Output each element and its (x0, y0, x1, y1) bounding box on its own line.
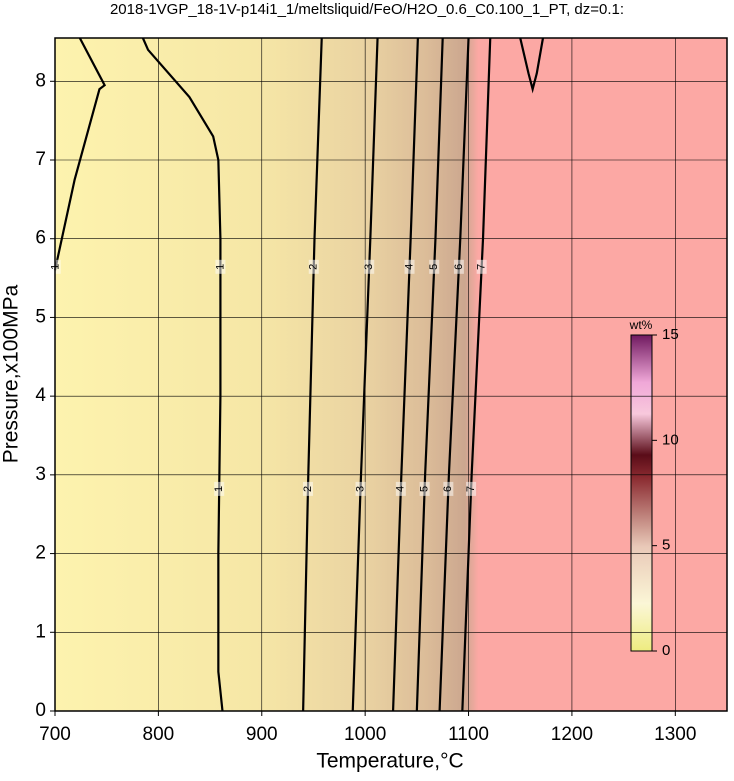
contour-line (415, 37, 444, 712)
y-tick-label: 6 (35, 228, 46, 249)
x-tick-label: 700 (39, 724, 71, 745)
colorbar (630, 334, 653, 652)
contour-line (391, 37, 419, 712)
contour-label-bg (308, 259, 319, 274)
contour-label: 1 (213, 486, 225, 492)
x-axis-title: Temperature,°C (316, 750, 463, 773)
colorbar-tick-label: 15 (662, 326, 679, 343)
y-tick-label: 2 (35, 543, 46, 564)
contour-line (141, 37, 224, 712)
contour-label-bg (395, 481, 406, 496)
colorbar-label: wt% (629, 318, 653, 332)
contour-label-bg (214, 481, 225, 496)
contour-label-bg (355, 481, 366, 496)
y-tick-label: 1 (35, 621, 46, 642)
contour-line (461, 37, 492, 712)
chart-title: 2018-1VGP_18-1V-p14i1_1/meltsliquid/FeO/… (110, 1, 624, 18)
x-tick-label: 800 (143, 724, 175, 745)
colorbar-tick-label: 5 (662, 537, 670, 554)
contour-label-bg (404, 259, 415, 274)
x-tick-label: 1000 (344, 724, 386, 745)
y-tick-label: 8 (35, 70, 46, 91)
y-tick-label: 0 (35, 700, 46, 721)
contour-line (302, 37, 323, 712)
contour-label: 4 (395, 486, 407, 492)
colorbar-tick-label: 0 (662, 642, 670, 659)
colorbar-tick-label: 10 (662, 431, 679, 448)
contour-label: 5 (419, 486, 431, 492)
contour-line (519, 37, 545, 94)
contour-label: 2 (308, 264, 320, 270)
contour-label-bg (302, 481, 313, 496)
contour-line (351, 37, 379, 712)
contour-label-bg (476, 259, 487, 274)
contour-label: 6 (442, 486, 454, 492)
contour-label: 3 (354, 486, 366, 492)
contour-label: 4 (403, 264, 415, 270)
contour-label: 3 (363, 264, 375, 270)
contour-label: 7 (465, 486, 477, 492)
contour-label: 1 (214, 264, 226, 270)
y-tick-label: 4 (35, 385, 46, 406)
contour-line (53, 37, 107, 271)
contour-label-bg (453, 259, 464, 274)
plot-frame (54, 37, 728, 712)
y-tick-label: 3 (35, 464, 46, 485)
x-tick-label: 1300 (654, 724, 696, 745)
contour-label-bg (429, 259, 440, 274)
contour-label: 7 (476, 264, 488, 270)
contour-label: 5 (428, 264, 440, 270)
y-tick-label: 5 (35, 306, 46, 327)
y-tick-label: 7 (35, 149, 46, 170)
contour-label: 2 (302, 486, 314, 492)
x-tick-label: 1200 (551, 724, 593, 745)
x-tick-label: 900 (246, 724, 278, 745)
contour-label-bg (466, 481, 477, 496)
contour-line (438, 37, 470, 712)
y-axis-title: Pressure,x100MPa (0, 284, 23, 463)
contour-label-bg (364, 259, 375, 274)
x-tick-label: 1100 (448, 724, 489, 745)
contour-label-bg (443, 481, 454, 496)
contour-label: 6 (453, 264, 465, 270)
contour-label-bg (215, 259, 226, 274)
contour-label-bg (419, 481, 430, 496)
plot-fill (55, 38, 727, 711)
